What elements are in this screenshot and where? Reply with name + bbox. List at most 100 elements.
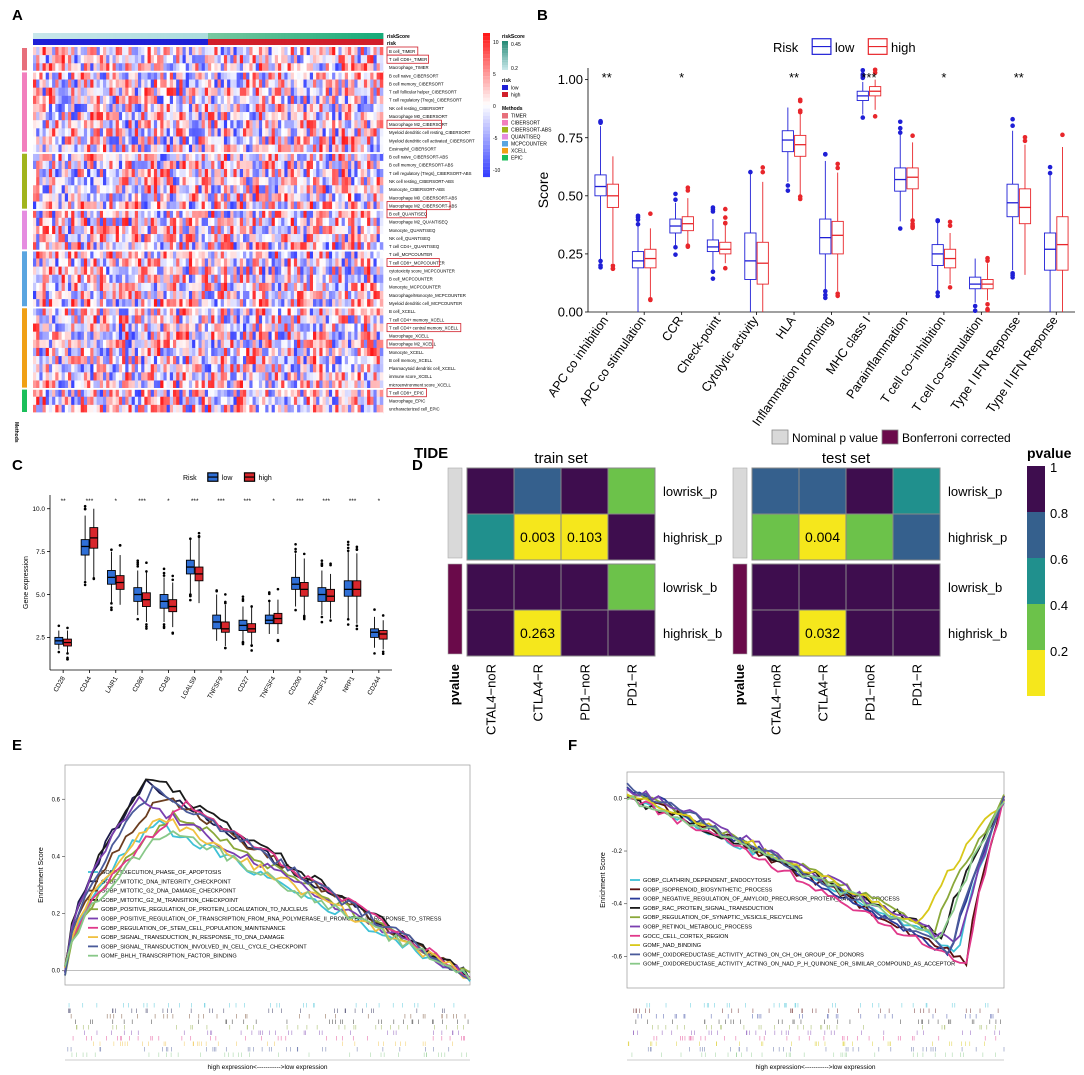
heatmap-cell xyxy=(166,112,171,121)
heatmap-cell xyxy=(198,128,202,137)
heatmap-cell xyxy=(278,258,282,267)
heatmap-cell xyxy=(303,95,307,105)
heatmap-cell xyxy=(376,347,381,357)
heatmap-cell xyxy=(173,152,177,162)
heatmap-cell xyxy=(198,380,202,389)
heatmap-cell xyxy=(373,169,377,178)
heatmap-cell xyxy=(96,225,101,235)
heatmap-cell xyxy=(370,128,374,137)
heatmap-cell xyxy=(201,250,206,259)
heatmap-cell xyxy=(118,315,123,324)
heatmap-cell xyxy=(125,339,129,349)
heatmap-cell xyxy=(300,136,304,145)
heatmap-cell xyxy=(370,356,374,365)
heatmap-cell xyxy=(281,258,285,267)
heatmap-cell xyxy=(297,55,301,64)
heatmap-cell xyxy=(316,177,320,186)
heatmap-cell xyxy=(52,323,56,332)
heatmap-cell xyxy=(58,299,62,308)
heatmap-cell xyxy=(192,274,196,284)
heatmap-cell xyxy=(325,152,330,162)
heatmap-cell xyxy=(48,79,53,88)
heatmap-cell xyxy=(252,55,257,64)
heatmap-cell xyxy=(83,120,88,129)
heatmap-cell xyxy=(328,291,333,300)
heatmap-cell xyxy=(363,307,368,316)
heatmap-cell xyxy=(179,152,183,162)
risk-cell xyxy=(204,39,209,45)
heatmap-cell xyxy=(169,209,174,219)
heatmap-cell xyxy=(328,372,333,381)
heatmap-cell xyxy=(230,242,234,251)
heatmap-cell xyxy=(36,372,40,381)
heatmap-cell xyxy=(163,315,167,324)
heatmap-cell xyxy=(332,339,336,349)
heatmap-cell xyxy=(268,55,272,64)
heatmap-cell xyxy=(80,128,85,137)
heatmap-cell xyxy=(223,250,228,259)
heatmap-cell xyxy=(150,87,155,97)
heatmap-cell xyxy=(99,103,104,113)
heatmap-cell xyxy=(198,258,202,267)
heatmap-cell xyxy=(96,234,101,243)
heatmap-cell xyxy=(112,79,117,88)
heatmap-cell xyxy=(325,323,330,332)
heatmap-cell xyxy=(131,299,136,308)
heatmap-cell xyxy=(153,225,158,235)
heatmap-cell xyxy=(182,372,187,381)
heatmap-cell xyxy=(173,95,177,105)
heatmap-cell xyxy=(332,242,336,251)
heatmap-cell xyxy=(357,177,362,186)
riskscore-cell xyxy=(115,33,120,39)
heatmap-cell xyxy=(163,112,167,121)
heatmap-cell xyxy=(90,193,94,202)
heatmap-cell xyxy=(128,136,132,145)
heatmap-cell xyxy=(80,55,85,64)
risk-cell xyxy=(163,39,168,45)
heatmap-cell xyxy=(160,209,164,219)
heatmap-cell xyxy=(68,87,72,97)
heatmap-cell xyxy=(313,63,317,72)
heatmap-cell xyxy=(243,339,247,349)
heatmap-cell xyxy=(42,258,47,267)
heatmap-cell xyxy=(227,234,231,243)
heatmap-cell xyxy=(258,185,263,194)
riskscore-cell xyxy=(153,33,158,39)
heatmap-cell xyxy=(182,201,187,210)
heatmap-cell xyxy=(271,347,276,357)
heatmap-cell xyxy=(300,152,304,162)
heatmap-cell xyxy=(322,225,327,235)
heatmap-cell xyxy=(252,136,257,145)
heatmap-cell xyxy=(325,169,330,178)
heatmap-cell xyxy=(96,315,101,324)
heatmap-cell xyxy=(258,193,263,202)
heatmap-cell xyxy=(58,185,62,194)
heatmap-cell xyxy=(217,225,222,235)
heatmap-cell xyxy=(160,120,164,129)
heatmap-cell xyxy=(99,79,104,88)
heatmap-cell xyxy=(313,250,317,259)
heatmap-cell xyxy=(36,315,40,324)
heatmap-cell xyxy=(68,103,72,113)
heatmap-cell xyxy=(367,201,371,210)
heatmap-cell xyxy=(55,152,59,162)
heatmap-cell xyxy=(169,128,174,137)
heatmap-cell xyxy=(271,209,276,219)
heatmap-cell xyxy=(230,266,234,276)
heatmap-cell xyxy=(284,79,288,88)
heatmap-cell xyxy=(319,136,323,145)
heatmap-cell xyxy=(268,242,272,251)
heatmap-cell xyxy=(48,242,53,251)
heatmap-cell xyxy=(90,160,94,170)
heatmap-cell xyxy=(227,266,231,276)
riskscore-cell xyxy=(182,33,187,39)
heatmap-cell xyxy=(354,339,358,349)
heatmap-cell xyxy=(71,120,75,129)
heatmap-cell xyxy=(249,193,253,202)
heatmap-cell xyxy=(258,282,263,292)
heatmap-cell xyxy=(214,160,218,170)
heatmap-cell xyxy=(77,315,82,324)
heatmap-cell xyxy=(204,266,209,276)
riskscore-cell xyxy=(93,33,98,39)
heatmap-cell xyxy=(125,274,129,284)
